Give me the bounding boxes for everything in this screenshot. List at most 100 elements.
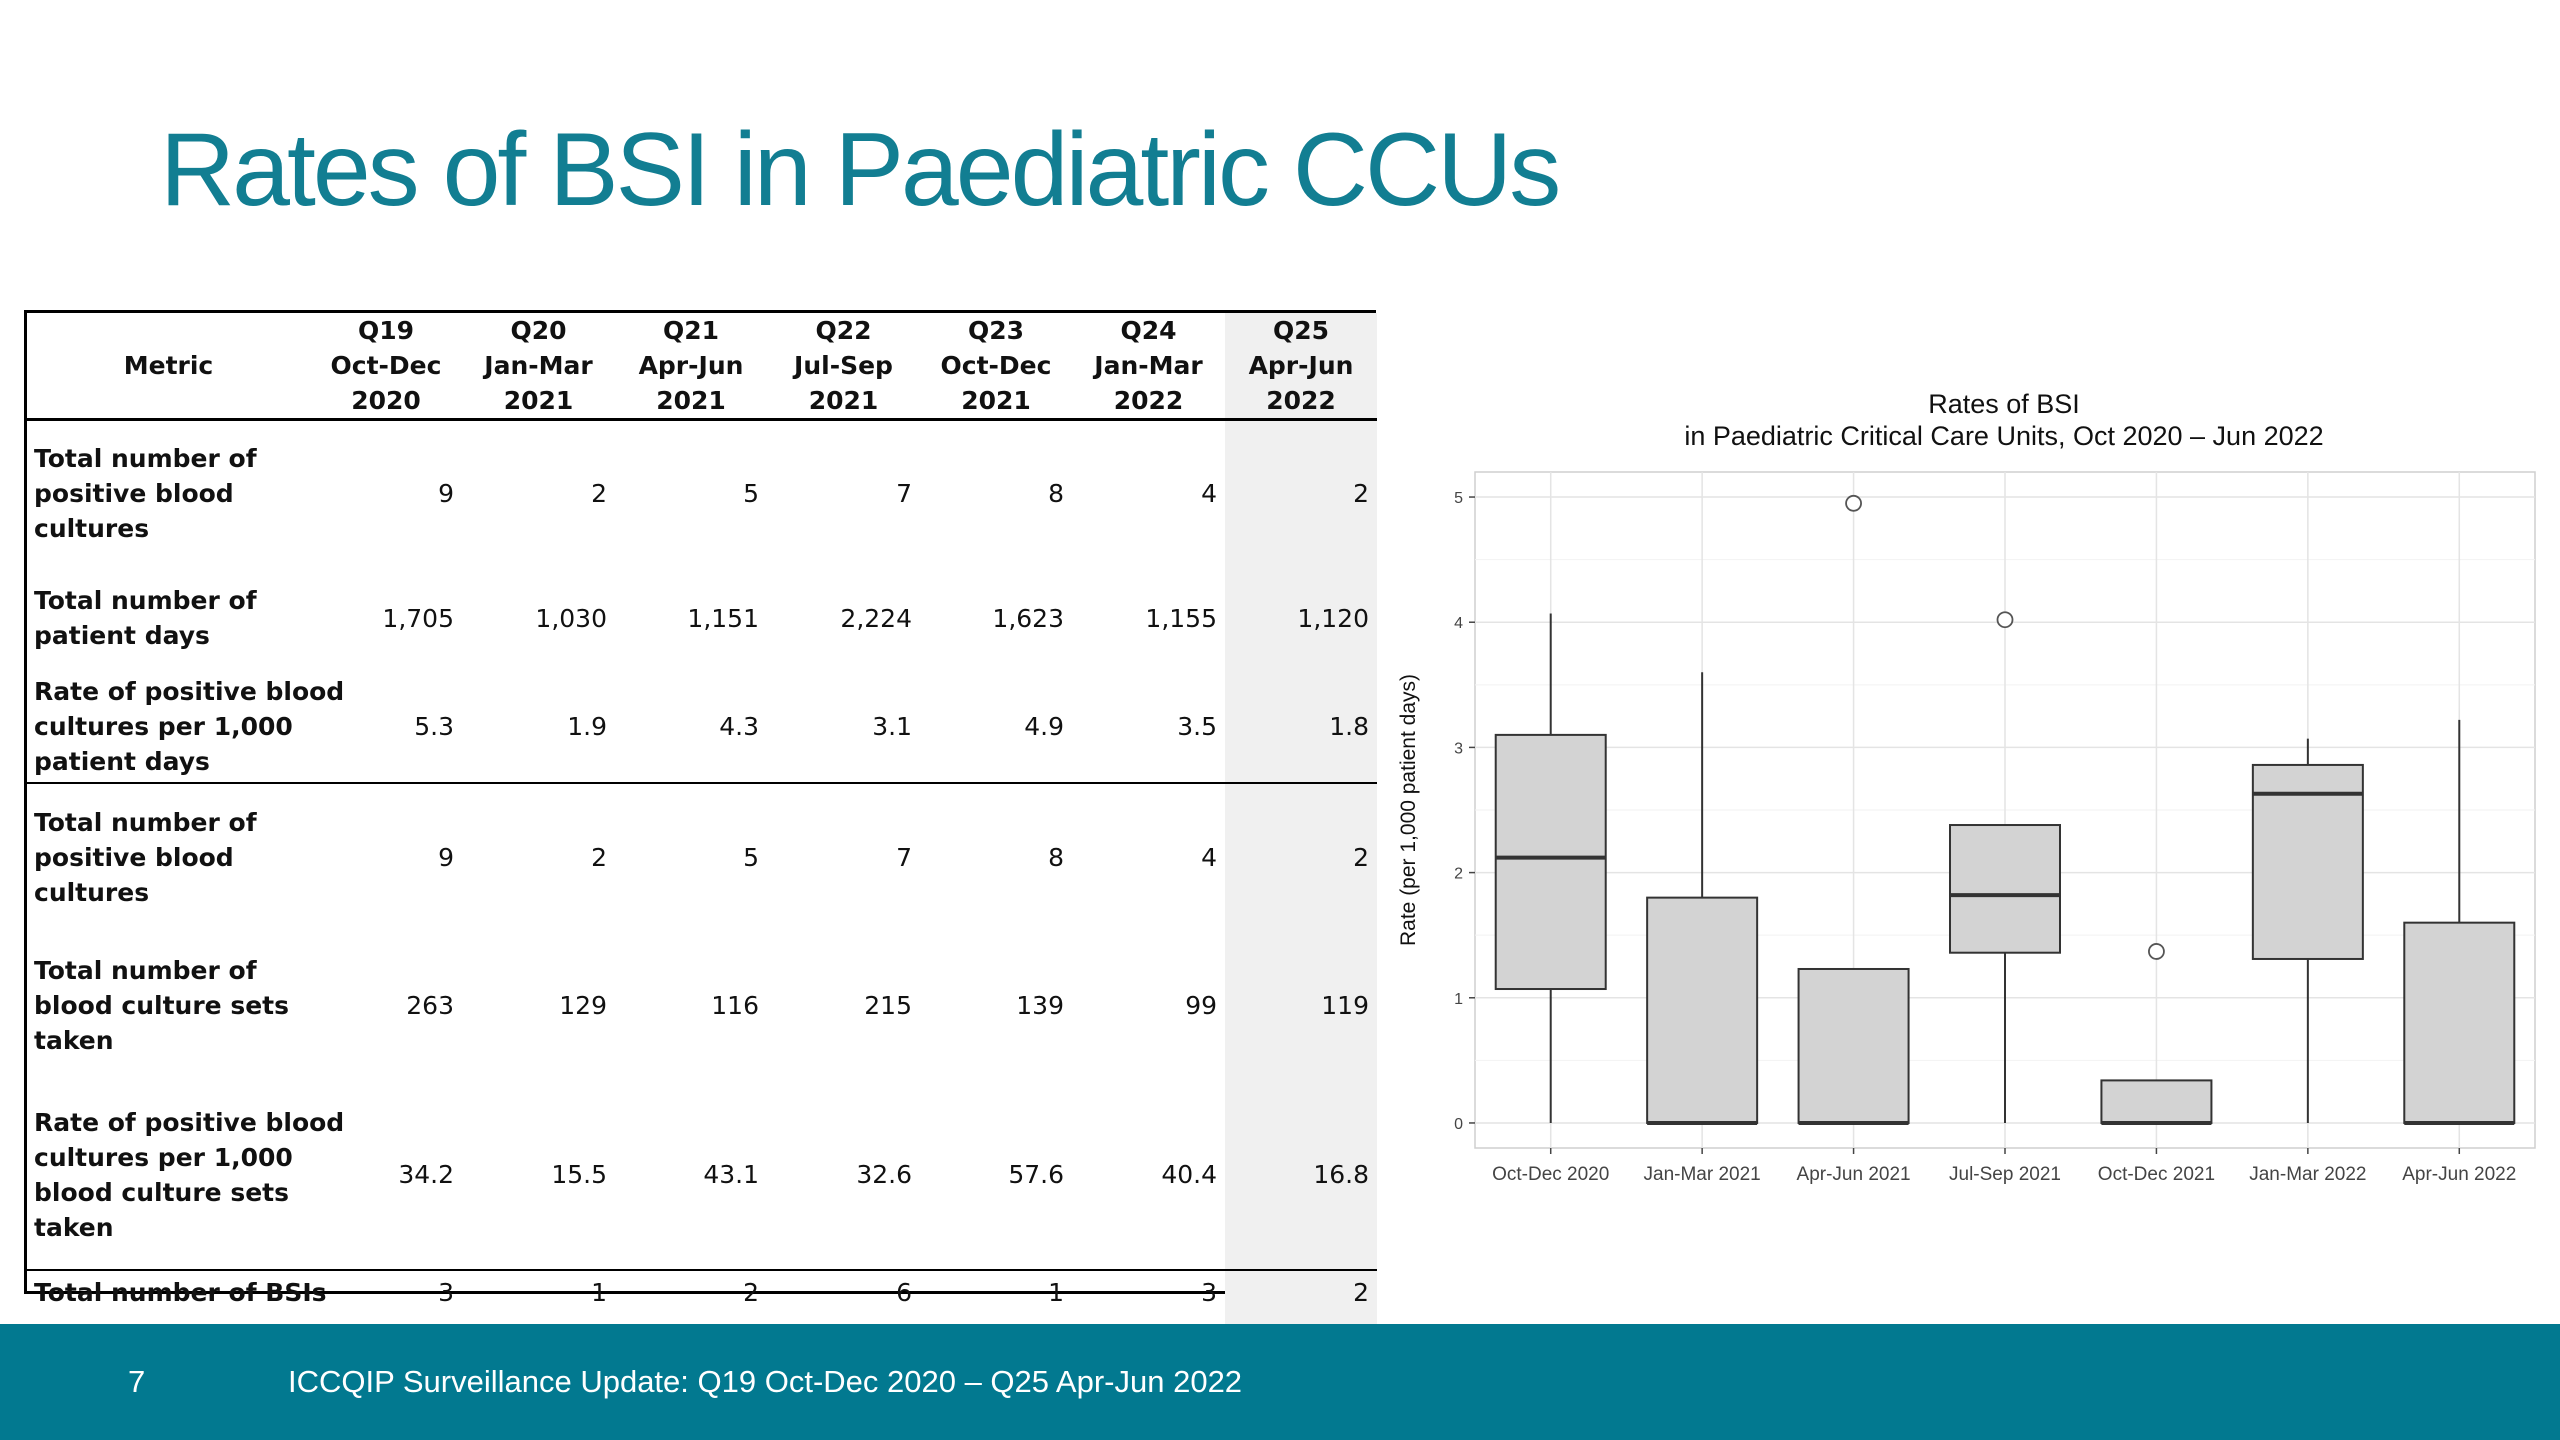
metric-value: 8 [1048,842,1064,872]
metric-value: 3.1 [767,670,920,784]
metric-value: 8 [1048,478,1064,508]
header-months: Apr-Jun [638,351,744,380]
bsi-boxplot-chart: Rates of BSI in Paediatric Critical Care … [1380,380,2550,1200]
metric-value: 215 [864,991,912,1020]
header-quarter: Q23 [967,316,1025,345]
header-year: 2021 [656,386,726,415]
chart-subtitle: in Paediatric Critical Care Units, Oct 2… [1684,421,2323,451]
chart-title: Rates of BSI [1928,389,2080,419]
metric-value: 5.3 [310,670,462,784]
metric-value: 40.4 [1072,1080,1225,1271]
metric-value: 1,151 [687,603,759,633]
quarter-column-header: Q23 Oct-Dec 2021 [920,313,1072,421]
quarter-column-header: Q24 Jan-Mar 2022 [1072,313,1225,421]
table-row: Total number of positive blood cultures 9 2 5… [27,782,1377,931]
metric-value: 1 [1048,1277,1064,1307]
metric-label-line: cultures [34,877,150,907]
y-tick-label: 3 [1454,740,1463,757]
header-months: Jan-Mar [1094,351,1203,380]
header-year: 2022 [1266,386,1336,415]
metric-value: 119 [1225,930,1377,1081]
metric-label: Rate of positive blood cultures per 1,000… [27,1080,345,1271]
metric-label-line: Total number of [34,443,257,473]
y-tick-label: 0 [1454,1116,1463,1133]
metric-label-line: cultures per 1,000 [34,711,293,741]
metric-label: Total number of blood culture sets taken [27,931,310,1081]
header-quarter: Q22 [815,316,872,345]
metric-value: 99 [1185,991,1217,1020]
y-tick-label: 5 [1454,490,1463,507]
header-months: Oct-Dec [940,351,1052,380]
metric-value: 2 [591,478,607,508]
metric-label-line: patient days [34,621,210,650]
x-tick-label: Jul-Sep 2021 [1949,1164,2061,1185]
box [1646,896,1759,1124]
metric-label-line: patient days [34,746,210,776]
box [2100,1079,2213,1124]
metric-value: 7 [896,842,912,872]
metric-value: 2 [1225,419,1377,566]
metric-label-line: positive blood [34,478,234,508]
metric-value: 5 [743,842,759,872]
metric-value: 3 [438,1277,454,1307]
metric-value: 2 [1225,1269,1377,1314]
metric-label-line: taken [34,1026,114,1055]
metric-label-line: Rate of positive blood [34,1107,345,1137]
x-tick-label: Jan-Mar 2021 [1644,1164,1761,1185]
metric-value: 15.5 [462,1080,615,1271]
header-months: Jul-Sep [794,351,893,380]
metric-label: Total number of positive blood cultures [27,783,310,931]
box [1494,733,1607,991]
quarter-column-header: Q21 Apr-Jun 2021 [615,313,767,421]
metric-value: 57.6 [920,1080,1072,1271]
metric-label-line: Total number of [34,956,257,985]
metric-value: 9 [438,478,454,508]
table-row: Total number of patient days 1,705 1,030 1,1… [27,565,1377,671]
metric-value: 9 [438,842,454,872]
table-row: Total number of BSIs 3 1 2 6 1 3 2 [27,1269,1377,1314]
y-tick-label: 2 [1454,866,1463,883]
x-tick-label: Apr-Jun 2022 [2402,1164,2516,1185]
metric-value: 263 [406,991,454,1020]
metric-label: Total number of patient days [27,566,310,671]
metric-label: Rate of positive blood cultures per 1,000… [27,670,345,784]
slide-title: Rates of BSI in Paediatric CCUs [160,112,1561,228]
header-quarter: Q21 [662,316,720,345]
metric-value: 1,030 [535,603,607,633]
metric-value: 1.8 [1225,670,1377,784]
header-months: Oct-Dec [330,351,442,380]
outlier-point [2148,943,2165,960]
x-tick-label: Oct-Dec 2021 [2098,1164,2215,1185]
footer-text: ICCQIP Surveillance Update: Q19 Oct-Dec … [288,1364,1243,1399]
metric-value: 1,705 [382,603,454,633]
metric-value: 43.1 [615,1080,767,1271]
header-year: 2022 [1113,386,1184,415]
header-months: Apr-Jun [1248,351,1354,380]
metric-label-line: positive blood [34,842,234,872]
page-number: 7 [128,1364,146,1399]
header-months: Jan-Mar [484,351,593,380]
footer-bar: 7 ICCQIP Surveillance Update: Q19 Oct-De… [0,1324,2560,1440]
metric-value: 4 [1201,842,1217,872]
header-year: 2021 [961,386,1031,415]
metric-label: Total number of BSIs [27,1270,327,1314]
box [2251,763,2364,960]
metric-label: Total number of positive blood cultures [27,420,310,566]
table-row: Total number of blood culture sets taken 26… [27,930,1377,1081]
y-tick-label: 4 [1454,615,1463,632]
metric-value: 3.5 [1072,670,1225,784]
metric-value: 2 [1225,782,1377,931]
metric-value: 1,155 [1145,603,1217,633]
metric-value: 116 [711,991,759,1020]
box [1949,824,2061,954]
metric-value: 4.3 [615,670,767,784]
metric-column-header: Metric [27,313,310,421]
header-year: 2021 [808,386,879,415]
metric-label-line: Rate of positive blood [34,676,345,706]
metric-label-line: taken [34,1212,114,1242]
x-tick-label: Jan-Mar 2022 [2249,1164,2366,1185]
metric-value: 7 [896,478,912,508]
metric-value: 139 [1016,991,1064,1020]
header-quarter: Q20 [510,316,567,345]
quarter-column-header: Q22 Jul-Sep 2021 [767,313,920,421]
